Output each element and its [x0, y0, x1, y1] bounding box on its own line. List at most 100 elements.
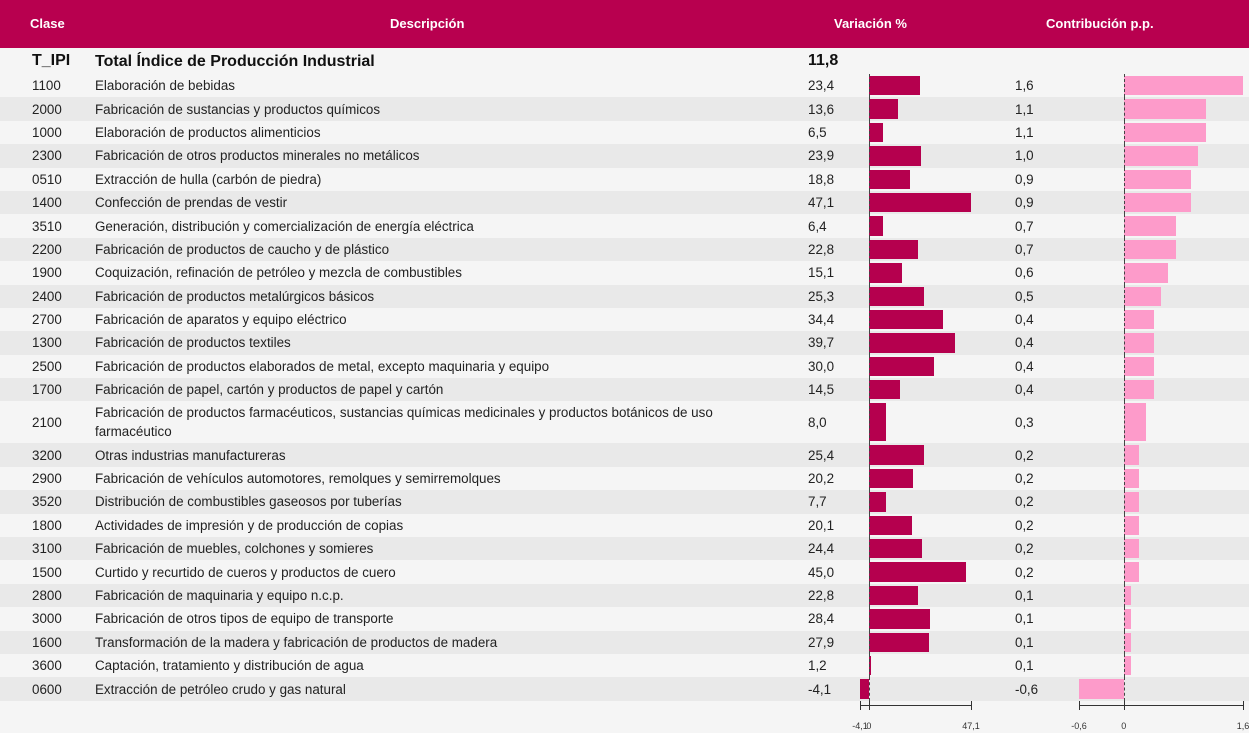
descripcion: Elaboración de productos alimenticios	[95, 124, 321, 140]
descripcion: Fabricación de muebles, colchones y somi…	[95, 541, 374, 557]
bar	[868, 445, 924, 465]
zero-line	[1123, 630, 1125, 654]
zero-line	[868, 307, 870, 332]
zero-line	[868, 537, 870, 561]
zero-line	[1123, 214, 1125, 238]
clase: 3600	[32, 658, 62, 674]
variacion-value: 23,9	[808, 148, 835, 164]
zero-line	[1123, 97, 1125, 121]
variacion-value: 24,4	[808, 541, 835, 557]
bar	[868, 403, 887, 442]
descripcion: Fabricación de productos textiles	[95, 335, 291, 351]
clase: 3100	[32, 541, 62, 557]
bar	[1123, 492, 1139, 512]
clase: 2000	[32, 101, 62, 117]
contribucion-value: 0,1	[1015, 588, 1034, 603]
zero-line	[868, 261, 870, 285]
contribucion-value: 0,3	[1015, 414, 1034, 430]
descripcion: Coquización, refinación de petróleo y me…	[95, 265, 462, 281]
total-row: T_IPI Total Índice de Producción Industr…	[0, 48, 1249, 74]
zero-line	[1123, 331, 1125, 355]
total-variacion: 11,8	[808, 52, 839, 69]
clase: 3520	[32, 494, 62, 510]
zero-line	[868, 74, 870, 98]
descripcion: Fabricación de vehículos automotores, re…	[95, 471, 501, 487]
bar	[1123, 216, 1176, 236]
clase: 2100	[32, 414, 62, 430]
bar	[1123, 239, 1176, 260]
contribucion-value: 0,9	[1015, 171, 1034, 187]
descripcion: Fabricación de productos metalúrgicos bá…	[95, 288, 375, 304]
zero-line	[1123, 261, 1125, 285]
clase: 1100	[32, 78, 61, 94]
tick-label: 47,1	[962, 721, 980, 731]
table-row: 2300 Fabricación de otros productos miner…	[0, 144, 1249, 168]
bar	[868, 492, 886, 512]
zero-line	[1123, 466, 1125, 491]
contribucion-value: 1,0	[1015, 148, 1034, 164]
tick-mark	[1123, 701, 1125, 710]
descripcion: Confección de prendas de vestir	[95, 195, 288, 211]
zero-line	[868, 120, 870, 145]
bar	[868, 309, 944, 330]
bar	[1123, 562, 1139, 582]
contribucion-value: 0,1	[1015, 658, 1034, 674]
contribucion-value: 1,1	[1015, 124, 1034, 140]
zero-line	[1123, 378, 1125, 402]
table-row: 2100 Fabricación de productos farmacéutic…	[0, 401, 1249, 444]
bar	[860, 679, 869, 699]
bar	[1123, 333, 1154, 353]
clase: 2900	[32, 471, 62, 487]
table: 1100 Elaboración de bebidas 23,4 1,6 2000 Fab…	[0, 74, 1249, 701]
zero-line	[1123, 537, 1125, 561]
zero-line	[868, 284, 870, 308]
zero-line	[1123, 401, 1125, 444]
descripcion: Transformación de la madera y fabricació…	[95, 634, 498, 650]
clase: 1900	[32, 265, 62, 281]
zero-line	[868, 466, 870, 491]
zero-line	[868, 443, 870, 467]
descripcion: Fabricación de sustancias y productos qu…	[95, 101, 381, 117]
bar	[1123, 169, 1191, 189]
variacion-value: 13,6	[808, 101, 835, 117]
clase: 2300	[32, 148, 62, 164]
descripcion: Fabricación de otros tipos de equipo de …	[95, 611, 394, 627]
descripcion: Elaboración de bebidas	[95, 78, 235, 94]
zero-line	[1123, 490, 1125, 514]
table-row: 1600 Transformación de la madera y fabric…	[0, 630, 1249, 654]
bar	[1123, 122, 1206, 143]
total-clase: T_IPI	[32, 52, 71, 69]
header-clase: Clase	[30, 16, 65, 31]
variacion-value: 47,1	[808, 195, 835, 211]
zero-line	[1123, 284, 1125, 308]
descripcion: Otras industrias manufactureras	[95, 447, 286, 463]
bar	[1123, 403, 1147, 442]
contribucion-value: 0,9	[1015, 195, 1034, 211]
tick-mark	[1243, 701, 1244, 710]
bar	[1123, 309, 1154, 330]
bar	[1123, 286, 1161, 306]
contribucion-value: 0,2	[1015, 471, 1034, 487]
contribucion-value: 0,2	[1015, 517, 1034, 533]
variacion-value: 23,4	[808, 78, 835, 94]
header-contribucion: Contribución p.p.	[1046, 16, 1154, 31]
zero-line	[868, 560, 870, 584]
clase: 1400	[32, 195, 62, 211]
contribucion-value: 0,7	[1015, 241, 1034, 257]
table-row: 3520 Distribución de combustibles gaseoso…	[0, 490, 1249, 514]
contribucion-value: 0,4	[1015, 312, 1034, 328]
table-row: 3100 Fabricación de muebles, colchones y …	[0, 537, 1249, 561]
contribucion-value: -0,6	[1015, 681, 1039, 697]
tick-mark	[1079, 701, 1080, 710]
bar	[868, 216, 883, 236]
table-row: 2400 Fabricación de productos metalúrgico…	[0, 284, 1249, 308]
bar	[868, 122, 883, 143]
zero-line	[868, 354, 870, 379]
clase: 2200	[32, 241, 62, 257]
zero-line	[868, 607, 870, 631]
descripcion: Actividades de impresión y de producción…	[95, 517, 404, 533]
descripcion: Fabricación de aparatos y equipo eléctri…	[95, 312, 347, 328]
descripcion: Extracción de petróleo crudo y gas natur…	[95, 681, 346, 697]
variacion-value: 27,9	[808, 634, 835, 650]
